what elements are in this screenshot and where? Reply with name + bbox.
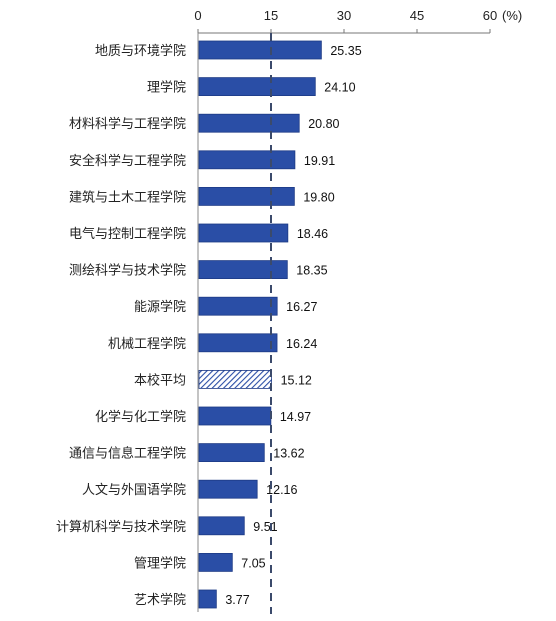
- bar: [198, 516, 245, 536]
- bar: [198, 113, 300, 133]
- category-label: 通信与信息工程学院: [69, 446, 186, 462]
- category-label: 化学与化工学院: [95, 409, 186, 425]
- value-label: 18.35: [296, 264, 327, 278]
- category-label: 材料科学与工程学院: [69, 116, 186, 132]
- category-label: 计算机科学与技术学院: [56, 519, 186, 535]
- bar: [198, 333, 278, 353]
- value-label: 3.77: [225, 593, 249, 607]
- bar: [198, 479, 258, 499]
- value-label: 25.35: [330, 44, 361, 58]
- value-label: 13.62: [273, 447, 304, 461]
- bar: [198, 406, 272, 426]
- bar: [198, 589, 217, 609]
- x-tick-label: 30: [337, 8, 351, 23]
- bar: [198, 296, 278, 316]
- value-label: 7.05: [241, 556, 265, 570]
- category-label: 理学院: [147, 80, 186, 96]
- value-label: 24.10: [324, 81, 355, 95]
- value-label: 19.80: [303, 190, 334, 204]
- value-label: 19.91: [304, 154, 335, 168]
- category-label: 管理学院: [134, 555, 186, 571]
- value-label: 9.51: [253, 520, 277, 534]
- x-unit-label: (%): [502, 8, 522, 23]
- bar: [198, 186, 295, 206]
- value-label: 15.12: [281, 373, 312, 387]
- category-label: 测绘科学与技术学院: [69, 263, 186, 279]
- x-tick-label: 45: [410, 8, 424, 23]
- category-label: 建筑与土木工程学院: [69, 189, 186, 205]
- x-tick-label: 60: [483, 8, 497, 23]
- category-label: 艺术学院: [134, 592, 186, 608]
- category-label: 机械工程学院: [108, 336, 186, 352]
- category-labels: 地质与环境学院理学院材料科学与工程学院安全科学与工程学院建筑与土木工程学院电气与…: [56, 43, 186, 608]
- value-labels: 25.35 24.10 20.80 19.91 19.80 18.46 18.35 16.27…: [225, 44, 361, 607]
- bar: [198, 260, 288, 280]
- bar: [198, 77, 316, 96]
- value-label: 14.97: [280, 410, 311, 424]
- bar: [198, 150, 296, 170]
- category-label: 本校平均: [134, 372, 186, 388]
- category-label: 人文与外国语学院: [82, 482, 186, 498]
- category-label: 能源学院: [134, 299, 186, 315]
- x-axis: 0 15 30 45 60 (%): [194, 8, 522, 612]
- x-tick-label: 15: [264, 8, 278, 23]
- bar: [198, 223, 289, 243]
- bar: [198, 553, 233, 572]
- category-label: 地质与环境学院: [95, 43, 186, 59]
- value-label: 16.24: [286, 337, 317, 351]
- value-label: 12.16: [266, 483, 297, 497]
- value-label: 18.46: [297, 227, 328, 241]
- bar: [198, 443, 265, 463]
- category-label: 电气与控制工程学院: [69, 226, 186, 242]
- x-tick-label: 0: [194, 8, 201, 23]
- category-label: 安全科学与工程学院: [69, 153, 186, 169]
- bar: [198, 40, 322, 60]
- value-label: 16.27: [286, 300, 317, 314]
- bar-average: [198, 369, 272, 389]
- value-label: 20.80: [308, 117, 339, 131]
